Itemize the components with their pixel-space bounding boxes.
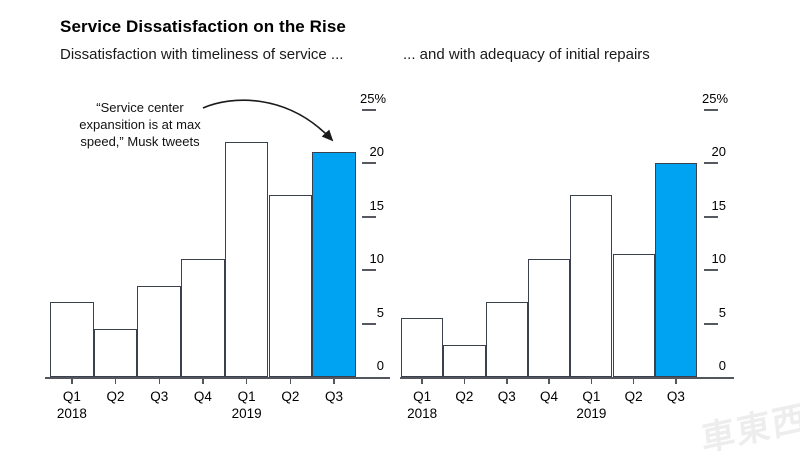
- y-tick-label: 25%: [360, 90, 387, 106]
- x-tick: [289, 379, 292, 384]
- y-tick-dash: [704, 269, 718, 271]
- bar-q2-2018: [443, 344, 486, 377]
- x-year-label: 2018: [407, 406, 438, 421]
- left-chart-subtitle: Dissatisfaction with timeliness of servi…: [60, 46, 344, 63]
- y-tick-label: 0: [376, 358, 384, 373]
- y-tick-label: 0: [718, 358, 726, 373]
- x-tick: [590, 379, 593, 384]
- annotation-arrow: [202, 99, 334, 142]
- annotation-text: “Service center expansition is at max spee…: [70, 99, 210, 150]
- x-axis-line: [45, 377, 390, 379]
- x-tick-label: Q1: [237, 389, 256, 404]
- x-tick-label: Q1: [413, 389, 432, 404]
- x-tick: [463, 379, 466, 384]
- y-tick-dash: [704, 162, 718, 164]
- x-tick: [333, 379, 335, 384]
- x-tick-label: Q1: [62, 389, 81, 404]
- x-tick: [548, 379, 550, 384]
- y-tick-dash: [704, 322, 718, 325]
- bar-q3-2019: [654, 163, 698, 377]
- bar-q1-2019: [224, 141, 269, 377]
- x-tick: [421, 379, 423, 384]
- x-tick-label: Q2: [281, 389, 300, 404]
- y-tick-dash: [362, 108, 376, 111]
- chart-title: Service Dissatisfaction on the Rise: [60, 17, 346, 36]
- bar-q3-2019: [312, 152, 356, 377]
- x-tick-label: Q4: [193, 389, 212, 404]
- x-tick: [114, 379, 117, 384]
- y-tick-label: 20: [711, 144, 726, 159]
- bar-q4-2018: [527, 259, 571, 377]
- x-tick-label: Q3: [325, 389, 344, 404]
- x-tick: [675, 379, 677, 384]
- x-year-label: 2018: [56, 406, 87, 421]
- x-tick: [158, 379, 160, 384]
- y-tick-dash: [362, 322, 376, 325]
- x-tick-label: Q2: [455, 389, 474, 404]
- y-tick-dash: [362, 215, 376, 218]
- x-tick-label: Q2: [106, 389, 125, 404]
- annotation-line: speed,” Musk tweets: [80, 134, 200, 149]
- x-tick: [71, 379, 73, 384]
- bar-q2-2019: [612, 253, 655, 377]
- y-tick-label: 15: [369, 197, 384, 213]
- x-axis-line: [400, 377, 734, 379]
- y-tick-dash: [704, 108, 718, 111]
- y-tick-label: 5: [376, 304, 384, 320]
- bar-q2-2018: [93, 328, 138, 377]
- x-tick-label: Q2: [624, 389, 643, 404]
- bar-q3-2018: [485, 302, 528, 377]
- x-year-label: 2019: [576, 406, 607, 421]
- y-tick-dash: [704, 215, 718, 218]
- x-tick: [202, 379, 204, 384]
- y-tick-dash: [362, 162, 376, 164]
- bar-q1-2018: [50, 302, 94, 377]
- bar-q1-2019: [570, 195, 613, 377]
- y-tick-dash: [362, 269, 376, 271]
- y-tick-label: 10: [711, 251, 726, 266]
- annotation-line: expansition is at max: [79, 117, 201, 132]
- annotation-line: “Service center: [96, 100, 184, 115]
- y-tick-label: 10: [369, 251, 384, 266]
- x-tick: [506, 379, 508, 384]
- bar-q1-2018: [401, 318, 444, 377]
- right-chart-subtitle: ... and with adequacy of initial repairs: [403, 46, 650, 63]
- x-tick: [245, 379, 248, 384]
- x-tick-label: Q3: [666, 389, 685, 404]
- x-tick-label: Q1: [582, 389, 601, 404]
- x-tick: [632, 379, 635, 384]
- bar-q4-2018: [181, 259, 225, 377]
- y-tick-label: 25%: [702, 90, 729, 106]
- y-tick-label: 5: [718, 304, 726, 320]
- y-tick-label: 20: [369, 144, 384, 159]
- watermark-logo: 車東西: [699, 398, 800, 454]
- x-year-label: 2019: [231, 406, 262, 421]
- x-tick-label: Q4: [540, 389, 559, 404]
- x-tick-label: Q3: [497, 389, 516, 404]
- y-tick-label: 15: [711, 197, 726, 213]
- bar-q2-2019: [268, 195, 313, 377]
- x-tick-label: Q3: [150, 389, 169, 404]
- bar-q3-2018: [137, 286, 182, 377]
